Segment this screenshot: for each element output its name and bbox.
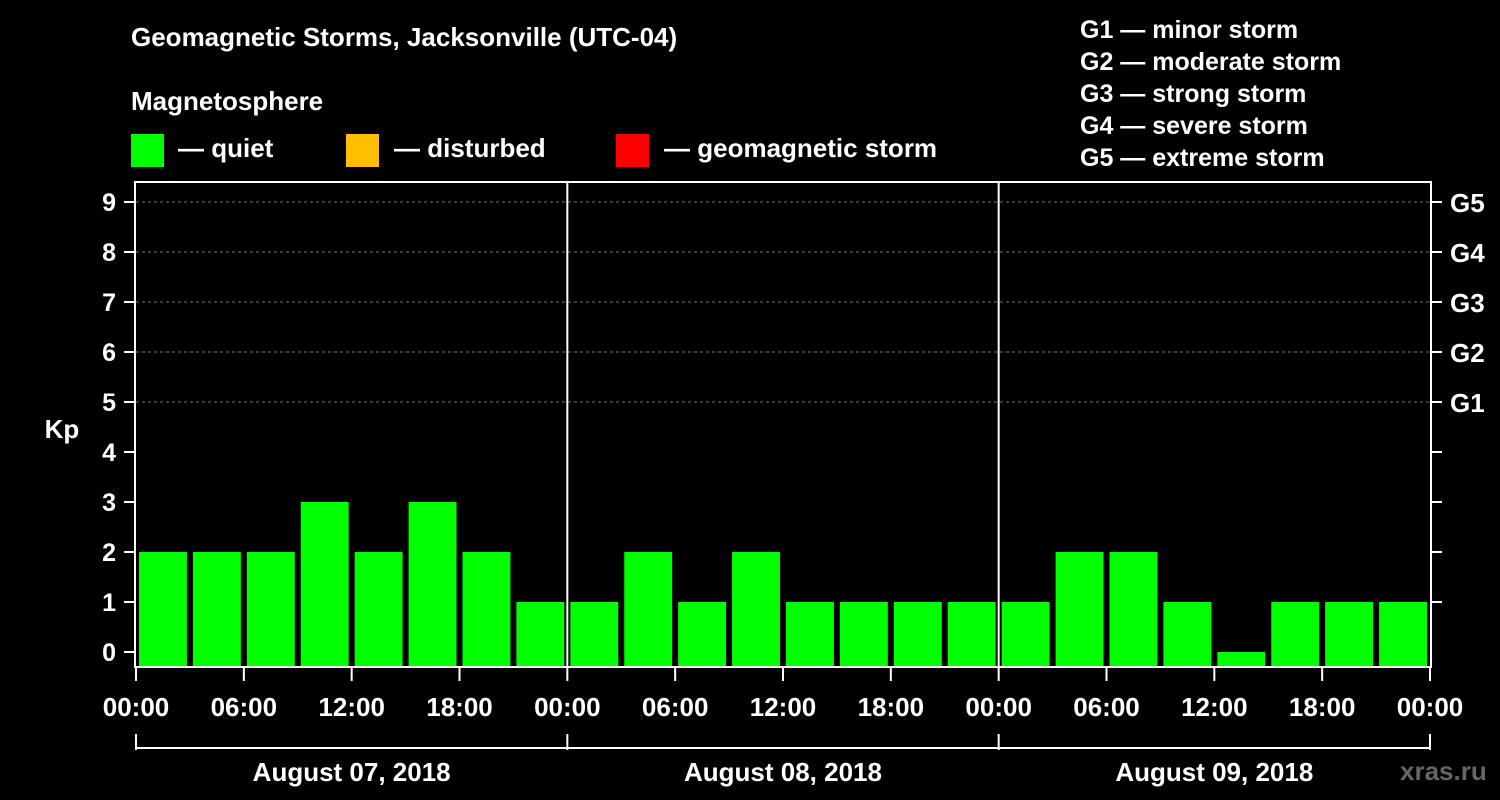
kp-bar — [839, 602, 888, 667]
x-tick-label: 00:00 — [1397, 692, 1464, 722]
kp-bar — [516, 602, 565, 667]
y-tick-label: 6 — [102, 339, 116, 367]
kp-bar — [624, 552, 673, 667]
kp-bar — [1109, 552, 1158, 667]
legend-swatch-quiet — [131, 134, 164, 167]
kp-bar — [408, 502, 457, 667]
x-tick-label: 00:00 — [534, 692, 601, 722]
y-tick-label: 0 — [102, 639, 116, 667]
y-tick-label: 1 — [102, 589, 116, 617]
kp-bar — [462, 552, 511, 667]
y-tick-label: 3 — [102, 489, 116, 517]
legend-swatch-disturbed — [346, 134, 379, 167]
watermark: xras.ru — [1400, 756, 1487, 786]
y-tick-label: 9 — [102, 189, 116, 217]
y-tick-label: 4 — [102, 439, 116, 467]
g-level-label: G5 — [1450, 188, 1485, 218]
kp-bar — [300, 502, 349, 667]
x-tick-label: 00:00 — [965, 692, 1032, 722]
legend-label-storm: — geomagnetic storm — [664, 133, 938, 163]
g-level-label: G3 — [1450, 288, 1485, 318]
kp-bar — [1163, 602, 1212, 667]
kp-bar — [1001, 602, 1050, 667]
kp-bar — [1325, 602, 1374, 667]
x-tick-label: 18:00 — [1289, 692, 1356, 722]
legend-label-quiet: — quiet — [178, 133, 274, 163]
g-level-label: G1 — [1450, 388, 1485, 418]
kp-bar — [1055, 552, 1104, 667]
x-tick-label: 00:00 — [103, 692, 170, 722]
storm-scale-g4: G4 — severe storm — [1080, 112, 1308, 140]
day-label: August 09, 2018 — [1115, 757, 1313, 787]
x-tick-label: 12:00 — [1181, 692, 1248, 722]
kp-bar — [893, 602, 942, 667]
x-tick-label: 06:00 — [642, 692, 709, 722]
x-tick-label: 18:00 — [426, 692, 493, 722]
y-tick-label: 2 — [102, 539, 116, 567]
kp-bar — [786, 602, 834, 667]
kp-bar — [678, 602, 727, 667]
kp-bar — [1379, 602, 1427, 667]
g-level-label: G2 — [1450, 338, 1485, 368]
y-axis-label: Kp — [45, 414, 80, 444]
y-tick-label: 5 — [102, 389, 116, 417]
kp-bar — [1217, 652, 1266, 667]
kp-bar — [139, 552, 187, 667]
legend-label-disturbed: — disturbed — [394, 133, 546, 163]
x-tick-label: 12:00 — [750, 692, 817, 722]
kp-bar — [732, 552, 780, 667]
kp-bar — [246, 552, 295, 667]
x-tick-label: 06:00 — [1073, 692, 1140, 722]
y-tick-label: 7 — [102, 289, 116, 317]
kp-bar — [570, 602, 619, 667]
storm-scale-legend: G1 — minor storm G2 — moderate storm G3 … — [1080, 14, 1341, 174]
day-label: August 07, 2018 — [253, 757, 451, 787]
legend-swatch-storm — [616, 134, 649, 167]
chart-title: Geomagnetic Storms, Jacksonville (UTC-04… — [131, 22, 678, 52]
storm-scale-g1: G1 — minor storm — [1080, 16, 1299, 44]
legend-heading: Magnetosphere — [131, 86, 324, 116]
x-tick-label: 06:00 — [211, 692, 278, 722]
g-level-label: G4 — [1450, 238, 1485, 268]
y-tick-label: 8 — [102, 239, 116, 267]
x-tick-label: 12:00 — [318, 692, 385, 722]
storm-scale-g3: G3 — strong storm — [1080, 80, 1307, 108]
day-label: August 08, 2018 — [684, 757, 882, 787]
kp-bar — [354, 552, 403, 667]
kp-bar — [1271, 602, 1320, 667]
storm-scale-g2: G2 — moderate storm — [1080, 48, 1342, 76]
storm-scale-g5: G5 — extreme storm — [1080, 144, 1325, 172]
kp-bar — [947, 602, 996, 667]
kp-bar — [192, 552, 241, 667]
x-tick-label: 18:00 — [858, 692, 925, 722]
